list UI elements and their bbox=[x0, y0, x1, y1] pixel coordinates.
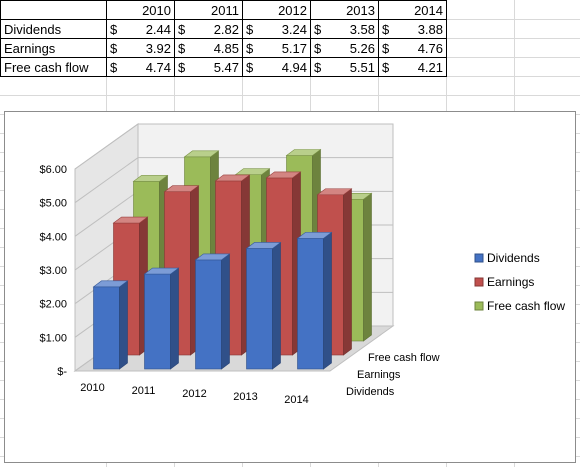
value-cell[interactable]: 3.24 bbox=[262, 19, 311, 39]
currency-cell[interactable]: $ bbox=[310, 57, 331, 77]
x-tick-label: 2012 bbox=[182, 388, 206, 400]
x-tick-label: 2011 bbox=[132, 385, 156, 397]
year-header[interactable]: 2013 bbox=[310, 0, 379, 20]
value-cell[interactable]: 3.92 bbox=[126, 38, 175, 58]
value-cell[interactable]: 3.58 bbox=[330, 19, 379, 39]
value-cell[interactable]: 4.74 bbox=[126, 57, 175, 77]
y-tick-label: $3.00 bbox=[39, 265, 67, 277]
value-cell[interactable]: 4.85 bbox=[194, 38, 243, 58]
y-gridline bbox=[74, 123, 393, 170]
currency-cell[interactable]: $ bbox=[106, 38, 127, 58]
legend-swatch bbox=[474, 301, 484, 311]
header-corner-cell[interactable] bbox=[0, 0, 107, 20]
y-tick-label: $6.00 bbox=[39, 164, 67, 176]
x-tick-label: 2013 bbox=[233, 391, 257, 403]
currency-cell[interactable]: $ bbox=[378, 57, 399, 77]
currency-cell[interactable]: $ bbox=[174, 38, 195, 58]
y-tick-label: $5.00 bbox=[39, 198, 67, 210]
currency-cell[interactable]: $ bbox=[378, 38, 399, 58]
value-cell[interactable]: 4.94 bbox=[262, 57, 311, 77]
y-tick-label: $4.00 bbox=[39, 231, 67, 243]
bar-dividends[interactable] bbox=[143, 267, 180, 370]
y-tick-label: $2.00 bbox=[39, 299, 67, 311]
year-header[interactable]: 2010 bbox=[106, 0, 175, 20]
value-cell[interactable]: 4.21 bbox=[398, 57, 447, 77]
value-cell[interactable]: 4.76 bbox=[398, 38, 447, 58]
chart-plot: $- $1.00 $2.00 $3.00 $4.00 $5.00 $6.00 2010 2011… bbox=[39, 123, 565, 406]
y-tick-label: $- bbox=[57, 366, 67, 378]
year-header[interactable]: 2011 bbox=[174, 0, 243, 20]
currency-cell[interactable]: $ bbox=[106, 57, 127, 77]
bar-dividends[interactable] bbox=[194, 253, 231, 370]
table-row: Earnings $3.92 $4.85 $5.17 $5.26 $4.76 bbox=[0, 38, 447, 58]
currency-cell[interactable]: $ bbox=[242, 38, 263, 58]
value-cell[interactable]: 5.17 bbox=[262, 38, 311, 58]
table-row: Free cash flow $4.74 $5.47 $4.94 $5.51 $4.21 bbox=[0, 57, 447, 77]
value-cell[interactable]: 2.44 bbox=[126, 19, 175, 39]
bar-dividends[interactable] bbox=[92, 280, 129, 370]
value-cell[interactable]: 5.26 bbox=[330, 38, 379, 58]
depth-axis-label: Earnings bbox=[357, 369, 401, 381]
x-tick-label: 2014 bbox=[284, 394, 308, 406]
row-label[interactable]: Free cash flow bbox=[0, 57, 107, 77]
value-cell[interactable]: 2.82 bbox=[194, 19, 243, 39]
bar-dividends[interactable] bbox=[296, 231, 333, 370]
value-cell[interactable]: 5.51 bbox=[330, 57, 379, 77]
value-cell[interactable]: 3.88 bbox=[398, 19, 447, 39]
currency-cell[interactable]: $ bbox=[242, 19, 263, 39]
currency-cell[interactable]: $ bbox=[310, 19, 331, 39]
currency-cell[interactable]: $ bbox=[106, 19, 127, 39]
depth-axis-label: Free cash flow bbox=[368, 352, 440, 364]
row-label[interactable]: Dividends bbox=[0, 19, 107, 39]
table-row: Dividends $2.44 $2.82 $3.24 $3.58 $3.88 bbox=[0, 19, 447, 39]
legend-swatch bbox=[474, 253, 484, 263]
currency-cell[interactable]: $ bbox=[310, 38, 331, 58]
value-cell[interactable]: 5.47 bbox=[194, 57, 243, 77]
legend-label[interactable]: Free cash flow bbox=[487, 299, 565, 313]
currency-cell[interactable]: $ bbox=[174, 19, 195, 39]
data-table: 2010 2011 2012 2013 2014 Dividends $2.44 $2.82 $… bbox=[0, 0, 447, 77]
chart-area[interactable]: $- $1.00 $2.00 $3.00 $4.00 $5.00 $6.00 2010 2011… bbox=[4, 111, 576, 463]
currency-cell[interactable]: $ bbox=[242, 57, 263, 77]
legend-label[interactable]: Dividends bbox=[487, 251, 540, 265]
year-header[interactable]: 2012 bbox=[242, 0, 311, 20]
legend-swatch bbox=[474, 277, 484, 287]
x-tick-label: 2010 bbox=[80, 382, 104, 394]
row-label[interactable]: Earnings bbox=[0, 38, 107, 58]
legend-label[interactable]: Earnings bbox=[487, 275, 534, 289]
depth-axis-label: Dividends bbox=[346, 386, 395, 398]
y-tick-label: $1.00 bbox=[39, 332, 67, 344]
year-header[interactable]: 2014 bbox=[378, 0, 447, 20]
currency-cell[interactable]: $ bbox=[174, 57, 195, 77]
bar-dividends[interactable] bbox=[245, 241, 282, 370]
currency-cell[interactable]: $ bbox=[378, 19, 399, 39]
